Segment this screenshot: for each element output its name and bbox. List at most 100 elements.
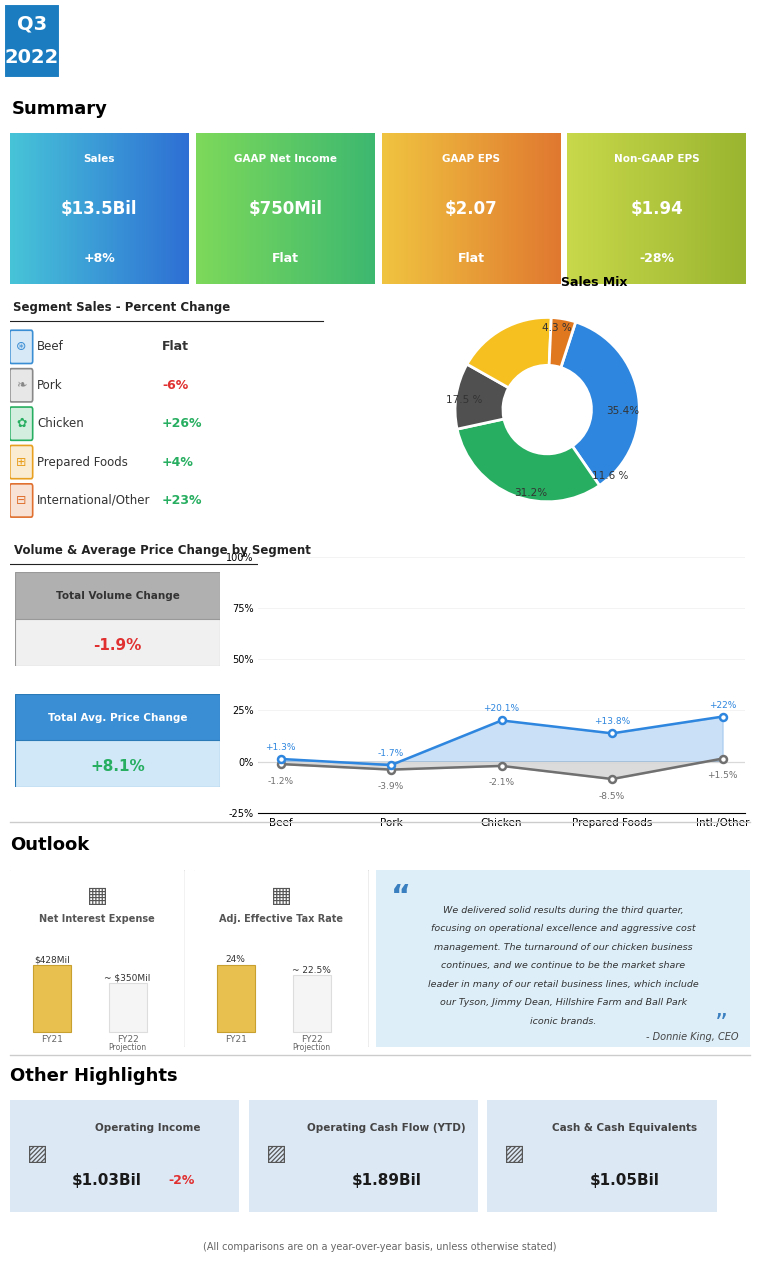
FancyBboxPatch shape	[217, 965, 255, 1032]
Text: +1.3%: +1.3%	[265, 742, 296, 751]
Text: AlphaStreet: AlphaStreet	[666, 35, 750, 47]
Text: FY22: FY22	[117, 1034, 138, 1044]
Wedge shape	[455, 365, 508, 429]
Text: (All comparisons are on a year-over-year basis, unless otherwise stated): (All comparisons are on a year-over-year…	[203, 1243, 557, 1252]
FancyBboxPatch shape	[485, 1098, 719, 1213]
Text: ~ 22.5%: ~ 22.5%	[292, 965, 331, 975]
Text: FY21: FY21	[41, 1034, 62, 1044]
FancyBboxPatch shape	[9, 869, 185, 1048]
Text: management. The turnaround of our chicken business: management. The turnaround of our chicke…	[434, 943, 692, 952]
Text: 17.5 %: 17.5 %	[446, 396, 483, 406]
Text: Total Avg. Price Change: Total Avg. Price Change	[48, 713, 188, 723]
Text: Sales Mix: Sales Mix	[562, 276, 628, 289]
FancyBboxPatch shape	[4, 4, 60, 78]
Text: Non-GAAP EPS: Non-GAAP EPS	[614, 154, 700, 164]
Text: ”: ”	[714, 1012, 727, 1037]
Text: +13.8%: +13.8%	[594, 717, 630, 726]
Text: Projection: Projection	[293, 1042, 331, 1052]
Text: Volume & Average Price Change by Segment: Volume & Average Price Change by Segment	[14, 544, 311, 557]
FancyBboxPatch shape	[15, 572, 220, 621]
Text: -2.1%: -2.1%	[489, 778, 515, 787]
FancyBboxPatch shape	[193, 869, 369, 1048]
Text: NYSE: TSN  |  Aug. 08, 2022: NYSE: TSN | Aug. 08, 2022	[76, 55, 220, 65]
Text: 4.3 %: 4.3 %	[542, 324, 572, 334]
Text: -1.2%: -1.2%	[268, 777, 293, 786]
Text: our Tyson, Jimmy Dean, Hillshire Farm and Ball Park: our Tyson, Jimmy Dean, Hillshire Farm an…	[439, 998, 687, 1007]
Text: +26%: +26%	[162, 417, 202, 430]
Wedge shape	[561, 323, 639, 485]
Text: +1.5%: +1.5%	[708, 771, 738, 780]
FancyBboxPatch shape	[10, 484, 33, 517]
Text: ⊞: ⊞	[16, 456, 27, 468]
Text: Outlook: Outlook	[10, 836, 89, 854]
Text: Cash & Cash Equivalents: Cash & Cash Equivalents	[553, 1123, 698, 1133]
Text: ▨: ▨	[504, 1143, 525, 1164]
FancyBboxPatch shape	[10, 445, 33, 479]
Text: $1.03Bil: $1.03Bil	[71, 1174, 141, 1188]
Text: $428Mil: $428Mil	[33, 955, 70, 965]
Text: ▨: ▨	[27, 1143, 48, 1164]
Text: +4%: +4%	[162, 456, 194, 468]
Text: International/Other: International/Other	[37, 494, 150, 507]
Text: Flat: Flat	[162, 340, 189, 353]
Text: +22%: +22%	[709, 700, 736, 709]
Text: $2.07: $2.07	[445, 200, 497, 218]
FancyBboxPatch shape	[8, 1098, 242, 1213]
Text: -1.7%: -1.7%	[378, 749, 404, 758]
Text: Tyson Foods, Inc.: Tyson Foods, Inc.	[76, 14, 264, 33]
Text: $1.05Bil: $1.05Bil	[590, 1174, 660, 1188]
Text: GAAP Net Income: GAAP Net Income	[233, 154, 337, 164]
Text: ▦: ▦	[87, 886, 108, 906]
Text: ▦: ▦	[271, 886, 292, 906]
Text: Summary: Summary	[11, 100, 107, 118]
Text: - Donnie King, CEO: - Donnie King, CEO	[647, 1032, 739, 1042]
Text: -2%: -2%	[169, 1174, 195, 1187]
Text: Adj. Effective Tax Rate: Adj. Effective Tax Rate	[219, 914, 344, 924]
Text: $1.89Bil: $1.89Bil	[351, 1174, 421, 1188]
Text: $1.94: $1.94	[631, 200, 683, 218]
Text: ▨: ▨	[265, 1143, 287, 1164]
Text: -6%: -6%	[162, 379, 188, 392]
Text: Beef: Beef	[37, 340, 64, 353]
Text: ⌃: ⌃	[679, 32, 696, 50]
Text: Total Volume Change: Total Volume Change	[56, 591, 179, 602]
Text: Other Highlights: Other Highlights	[10, 1068, 178, 1085]
Text: GAAP EPS: GAAP EPS	[442, 154, 500, 164]
FancyBboxPatch shape	[109, 983, 147, 1032]
Text: continues, and we continue to be the market share: continues, and we continue to be the mar…	[441, 961, 686, 970]
Wedge shape	[549, 317, 575, 367]
Text: $750Mil: $750Mil	[249, 200, 322, 218]
Text: $13.5Bil: $13.5Bil	[61, 200, 138, 218]
Text: Flat: Flat	[271, 252, 299, 265]
Text: ~ $350Mil: ~ $350Mil	[104, 973, 151, 983]
Text: ⊟: ⊟	[16, 494, 27, 507]
Text: Q3: Q3	[17, 14, 47, 33]
FancyBboxPatch shape	[293, 975, 331, 1032]
Text: focusing on operational excellence and aggressive cost: focusing on operational excellence and a…	[431, 924, 695, 933]
Text: Prepared Foods: Prepared Foods	[37, 456, 128, 468]
Text: +8.1%: +8.1%	[90, 759, 145, 774]
Text: +23%: +23%	[162, 494, 202, 507]
Text: 35.4%: 35.4%	[606, 407, 639, 416]
FancyBboxPatch shape	[15, 740, 220, 787]
FancyBboxPatch shape	[10, 330, 33, 364]
Text: Chicken: Chicken	[37, 417, 84, 430]
Text: Operating Income: Operating Income	[95, 1123, 201, 1133]
Text: FY22: FY22	[301, 1034, 322, 1044]
Text: We delivered solid results during the third quarter,: We delivered solid results during the th…	[443, 906, 683, 915]
Text: ⊛: ⊛	[16, 340, 27, 353]
Text: 2022: 2022	[5, 49, 59, 68]
FancyBboxPatch shape	[10, 407, 33, 440]
Text: +20.1%: +20.1%	[483, 704, 520, 713]
Text: 24%: 24%	[226, 955, 245, 965]
Text: ❧: ❧	[16, 379, 27, 392]
Text: Pork: Pork	[37, 379, 63, 392]
Text: -8.5%: -8.5%	[599, 791, 625, 800]
Text: ✿: ✿	[16, 417, 27, 430]
Text: Operating Cash Flow (YTD): Operating Cash Flow (YTD)	[307, 1123, 466, 1133]
Text: Segment Sales - Percent Change: Segment Sales - Percent Change	[13, 301, 230, 314]
FancyBboxPatch shape	[33, 965, 71, 1032]
Text: Flat: Flat	[458, 252, 485, 265]
Text: “: “	[391, 883, 411, 911]
Text: -1.9%: -1.9%	[93, 637, 142, 653]
